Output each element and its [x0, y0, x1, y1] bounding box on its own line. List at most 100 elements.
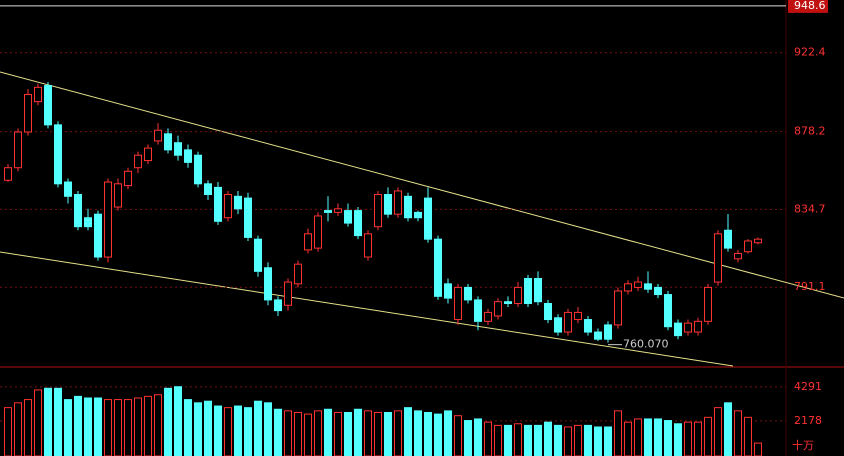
candle-body — [504, 301, 512, 304]
volume-bar — [344, 411, 352, 456]
candle-body — [384, 194, 392, 215]
volume-bar — [644, 418, 652, 456]
candle-body — [484, 311, 492, 322]
volume-bar — [714, 407, 722, 456]
max-label: 948.6 — [794, 0, 826, 12]
volume-bar — [444, 410, 452, 456]
volume-bar — [64, 399, 72, 456]
candle-body — [474, 299, 482, 322]
volume-bar — [594, 426, 602, 456]
volume-bar — [174, 386, 182, 456]
candle-body — [214, 186, 222, 222]
candle-body — [24, 93, 32, 133]
candle-body — [324, 210, 332, 213]
candle-body — [754, 238, 762, 244]
volume-bar — [314, 410, 322, 456]
volume-bar — [744, 416, 752, 456]
candle-body — [64, 181, 72, 197]
candle-body — [74, 194, 82, 228]
candle-body — [124, 170, 132, 187]
volume-bar — [494, 424, 502, 456]
candle-body — [44, 85, 52, 126]
volume-bar — [704, 416, 712, 456]
candle-body — [164, 133, 172, 151]
candle-body — [224, 194, 232, 219]
volume-bar — [454, 415, 462, 456]
candle-body — [444, 283, 452, 299]
volume-bar — [394, 410, 402, 456]
candle-body — [604, 324, 612, 340]
volume-bar — [654, 418, 662, 456]
candle-body — [204, 183, 212, 196]
volume-bar — [754, 442, 762, 456]
candle-body — [374, 194, 382, 228]
volume-bar — [54, 387, 62, 456]
volume-bar — [304, 413, 312, 456]
volume-bar — [694, 421, 702, 456]
volume-unit: 十万 — [792, 438, 814, 452]
candle-body — [294, 263, 302, 285]
volume-bar — [94, 397, 102, 456]
candle-body — [414, 211, 422, 219]
candle-body — [34, 86, 42, 103]
y-tick-label: 4291 — [794, 380, 822, 393]
candle-body — [264, 267, 272, 301]
volume-bar — [294, 411, 302, 456]
volume-bar — [514, 423, 522, 456]
candle-body — [234, 195, 242, 210]
volume-bar — [554, 424, 562, 456]
candle-body — [14, 131, 22, 169]
candle-body — [464, 286, 472, 301]
trend-line — [0, 71, 844, 299]
candle-body — [714, 233, 722, 283]
volume-bar — [214, 405, 222, 456]
candle-body — [4, 167, 12, 181]
volume-bar — [164, 387, 172, 456]
candle-body — [694, 320, 702, 333]
volume-bar — [464, 420, 472, 456]
volume-bar — [134, 397, 142, 456]
volume-bar — [124, 399, 132, 456]
volume-bar — [374, 411, 382, 456]
candle-body — [654, 286, 662, 296]
candle-body — [684, 322, 692, 333]
volume-bar — [564, 426, 572, 456]
volume-bar — [384, 411, 392, 456]
volume-bar — [524, 424, 532, 456]
volume-bar — [44, 387, 52, 456]
candle-body — [314, 215, 322, 249]
candle-body — [434, 238, 442, 297]
candle-body — [574, 311, 582, 321]
volume-bar — [244, 407, 252, 456]
y-tick-label: 922.4 — [794, 46, 826, 59]
candle-body — [274, 299, 282, 312]
candle-body — [514, 286, 522, 304]
volume-bar — [324, 408, 332, 456]
volume-bar — [664, 420, 672, 456]
volume-bar — [34, 389, 42, 456]
volume-bar — [104, 399, 112, 456]
candle-body — [724, 229, 732, 249]
volume-bar — [284, 410, 292, 456]
volume-bar — [584, 424, 592, 456]
candle-body — [304, 233, 312, 251]
candle-body — [614, 290, 622, 326]
candle-body — [144, 147, 152, 162]
candle-body — [254, 238, 262, 272]
candle-body — [284, 281, 292, 306]
candle-body — [634, 281, 642, 288]
volume-bar — [14, 402, 22, 456]
candle-body — [744, 240, 752, 253]
volume-bar — [74, 395, 82, 456]
candle-body — [704, 286, 712, 322]
volume-bar — [684, 421, 692, 456]
candle-body — [554, 317, 562, 333]
y-tick-label: 791.1 — [794, 280, 826, 293]
candle-body — [394, 190, 402, 215]
candle-body — [564, 311, 572, 333]
volume-bar — [434, 413, 442, 456]
volume-bar — [624, 421, 632, 456]
volume-bar — [114, 399, 122, 456]
volume-bar — [194, 402, 202, 456]
candle-body — [344, 210, 352, 224]
